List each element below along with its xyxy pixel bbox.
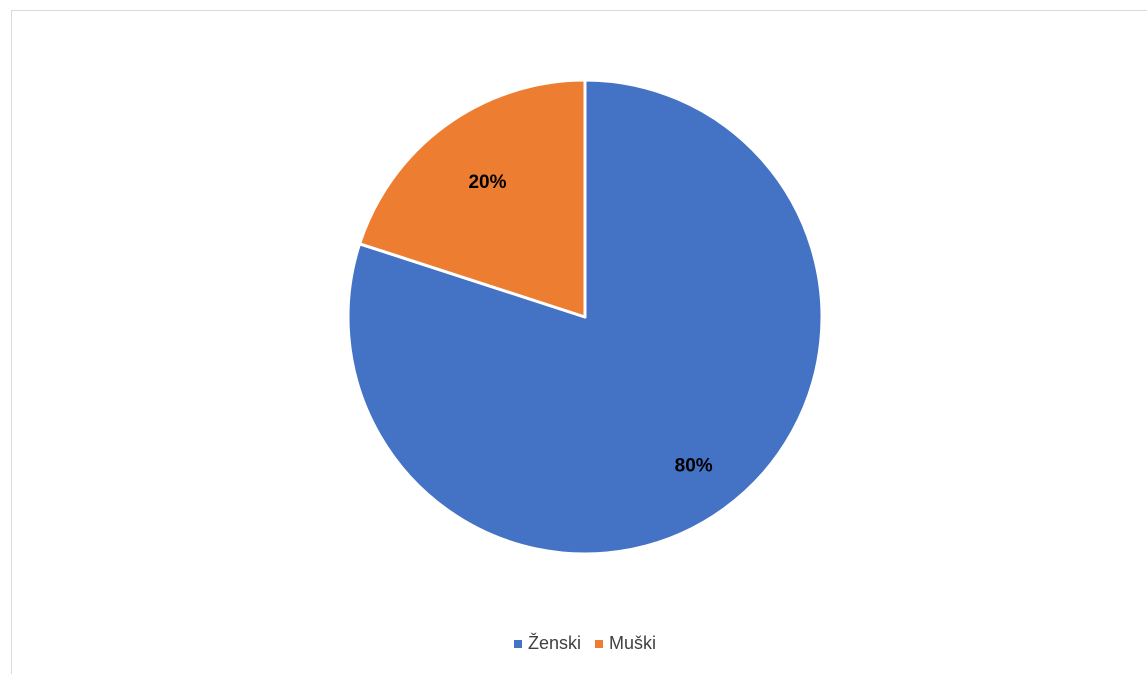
pie-slice-muski — [358, 78, 587, 319]
legend-label-zenski: Ženski — [527, 633, 581, 653]
legend-item-muski: Muški — [595, 633, 656, 654]
legend: Ženski Muški — [0, 633, 1148, 654]
data-label-zenski: 80% — [675, 456, 713, 477]
legend-swatch-zenski — [513, 639, 522, 648]
legend-label-muski: Muški — [609, 633, 657, 653]
legend-item-zenski: Ženski — [513, 633, 581, 654]
legend-swatch-muski — [595, 639, 603, 648]
data-label-muski: 20% — [468, 172, 506, 193]
